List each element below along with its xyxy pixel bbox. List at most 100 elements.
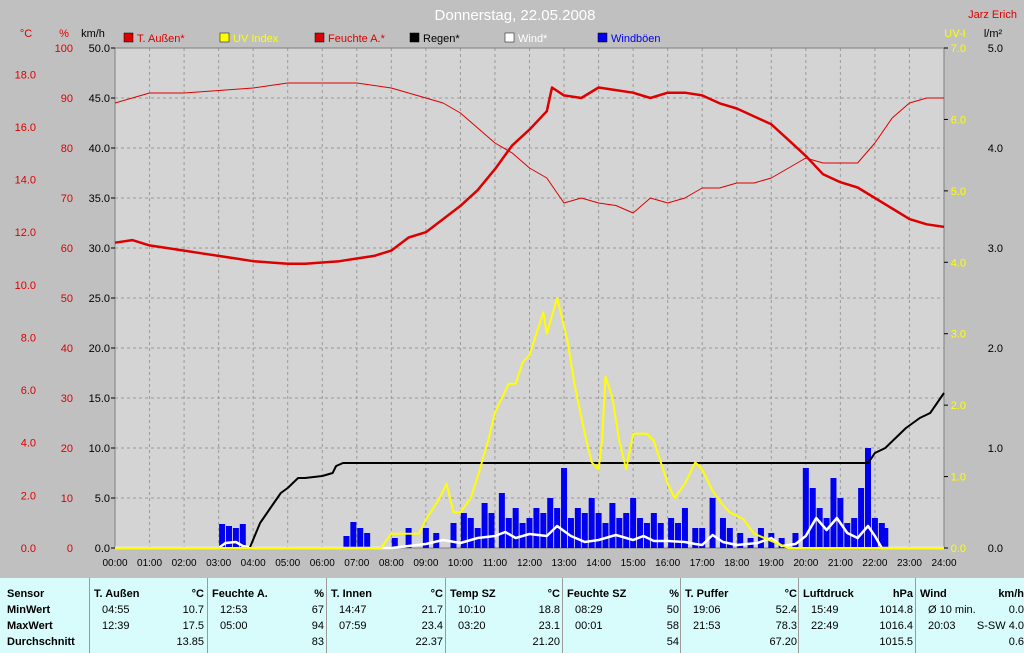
stats-max-value: 58: [666, 620, 679, 632]
rain-tick-label: 1.0: [988, 443, 1003, 455]
gust-bar: [422, 528, 429, 548]
humidity-tick-label: 20: [61, 443, 73, 455]
gust-bar: [630, 498, 637, 548]
wind-tick-label: 5.0: [95, 493, 110, 505]
stats-avg-value: 83: [311, 636, 324, 648]
stats-min-value: 0.0: [1008, 604, 1024, 616]
gust-bar: [657, 523, 664, 548]
stats-sensor-name: Feuchte A.: [212, 588, 268, 600]
gust-bar: [778, 538, 785, 548]
legend-label: Wind*: [518, 33, 548, 45]
legend-swatch: [219, 32, 230, 43]
stats-row-label: Sensor: [7, 588, 45, 600]
stats-max-value: 23.1: [538, 620, 560, 632]
stats-max-value: 94: [311, 620, 324, 632]
rain-tick-label: 3.0: [988, 243, 1003, 255]
wind-unit-label: km/h: [81, 28, 105, 40]
gust-bar: [792, 533, 799, 548]
gust-bar: [675, 523, 682, 548]
legend-swatch: [597, 32, 608, 43]
gust-bar: [737, 533, 744, 548]
gust-bar: [709, 498, 716, 548]
stats-min-time: 08:29: [575, 604, 603, 616]
temp-tick-label: 6.0: [21, 385, 36, 397]
uv-tick-label: 1.0: [951, 472, 966, 484]
temp-tick-label: 8.0: [21, 332, 36, 344]
stats-column-separator: [680, 578, 681, 653]
temp-tick-label: 16.0: [15, 122, 36, 134]
gust-bar: [547, 498, 554, 548]
stats-sensor-name: Luftdruck: [803, 588, 854, 600]
temp-tick-label: 18.0: [15, 69, 36, 81]
stats-avg-value: 21.20: [532, 636, 560, 648]
temp-tick-label: 14.0: [15, 175, 36, 187]
stats-row-label: Durchschnitt: [7, 636, 75, 648]
series-line-t-au-en: [114, 86, 945, 266]
x-tick-label: 06:00: [310, 558, 335, 569]
uv-tick-label: 3.0: [951, 329, 966, 341]
stats-column-separator: [207, 578, 208, 653]
stats-avg-value: 1015.5: [879, 636, 913, 648]
wind-tick-label: 40.0: [89, 143, 110, 155]
humidity-tick-label: 10: [61, 493, 73, 505]
gust-bar: [540, 513, 547, 548]
stats-unit: %: [669, 588, 679, 600]
stats-sensor-name: Wind: [920, 588, 947, 600]
gust-bar: [405, 528, 412, 548]
x-tick-label: 20:00: [793, 558, 818, 569]
x-tick-label: 10:00: [448, 558, 473, 569]
humidity-tick-label: 80: [61, 143, 73, 155]
x-tick-label: 22:00: [862, 558, 887, 569]
x-tick-label: 14:00: [586, 558, 611, 569]
gust-bar: [467, 518, 474, 548]
stats-max-value: 1016.4: [879, 620, 913, 632]
humidity-tick-label: 30: [61, 393, 73, 405]
wind-tick-label: 25.0: [89, 293, 110, 305]
stats-sensor-name: T. Puffer: [685, 588, 729, 600]
stats-min-time: 19:06: [693, 604, 721, 616]
gust-bar: [574, 508, 581, 548]
x-tick-label: 07:00: [344, 558, 369, 569]
gust-bar: [816, 508, 823, 548]
gust-bar: [719, 518, 726, 548]
gust-bar: [533, 508, 540, 548]
stats-max-time: 22:49: [811, 620, 839, 632]
stats-min-time: 04:55: [102, 604, 130, 616]
gust-bar: [450, 523, 457, 548]
stats-column-separator: [798, 578, 799, 653]
legend-label: Feuchte A.*: [328, 33, 386, 45]
gust-bar: [623, 513, 630, 548]
wind-tick-label: 10.0: [89, 443, 110, 455]
series-line-uv-index: [115, 297, 944, 549]
legend-label: Windböen: [611, 33, 661, 45]
x-tick-label: 18:00: [724, 558, 749, 569]
gust-bar: [616, 518, 623, 548]
x-tick-label: 08:00: [379, 558, 404, 569]
gust-bar: [488, 513, 495, 548]
temp-tick-label: 10.0: [15, 280, 36, 292]
temp-tick-label: 12.0: [15, 227, 36, 239]
stats-max-value: 78.3: [775, 620, 797, 632]
x-tick-label: 13:00: [552, 558, 577, 569]
temp-unit-label: °C: [20, 28, 32, 40]
stats-avg-value: 13.85: [176, 636, 204, 648]
gust-bar: [692, 528, 699, 548]
x-tick-label: 15:00: [621, 558, 646, 569]
x-tick-label: 02:00: [172, 558, 197, 569]
uv-unit-label: UV-I: [944, 28, 965, 40]
wind-tick-label: 0.0: [95, 543, 110, 555]
gust-bar: [844, 523, 851, 548]
stats-max-time: 20:03: [928, 620, 956, 632]
gust-bar: [643, 523, 650, 548]
gust-bar: [581, 513, 588, 548]
stats-min-time: 12:53: [220, 604, 248, 616]
stats-column-separator: [89, 578, 90, 653]
uv-tick-label: 0.0: [951, 543, 966, 555]
stats-max-time: 12:39: [102, 620, 130, 632]
gust-bar: [364, 533, 371, 548]
rain-unit-label: l/m²: [984, 28, 1003, 40]
gust-bar: [699, 528, 706, 548]
gust-bar: [567, 518, 574, 548]
x-tick-label: 01:00: [137, 558, 162, 569]
wind-tick-label: 30.0: [89, 243, 110, 255]
